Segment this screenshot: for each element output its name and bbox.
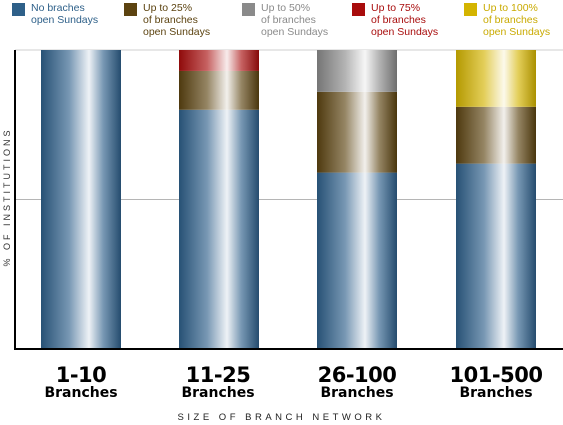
legend-swatch — [12, 3, 25, 16]
category-range: 11-25 — [185, 363, 251, 387]
legend-item-up-to-100: Up to 100% of branches open Sundays — [464, 2, 550, 38]
legend-label: No braches open Sundays — [31, 2, 99, 26]
legend-swatch — [352, 3, 365, 16]
bar-segment — [456, 106, 536, 164]
legend-swatch — [124, 3, 137, 16]
category-unit: Branches — [459, 385, 533, 401]
category-unit: Branches — [44, 385, 118, 401]
legend-label: Up to 75% of branches open Sundays — [371, 2, 439, 38]
category-range: 101-500 — [449, 363, 543, 387]
category-label-101-500: 101-500 Branches — [421, 364, 563, 401]
bar-segment — [41, 50, 121, 349]
bar-segment — [179, 70, 259, 110]
category-label-11-25: 11-25 Branches — [143, 364, 293, 401]
bar-segment — [179, 109, 259, 349]
category-unit: Branches — [181, 385, 255, 401]
category-unit: Branches — [320, 385, 394, 401]
legend-swatch — [242, 3, 255, 16]
legend-item-up-to-50: Up to 50% of branches open Sundays — [242, 2, 328, 38]
legend-label: Up to 50% of branches open Sundays — [261, 2, 329, 38]
bar-segment — [317, 50, 397, 92]
bar-segment — [317, 172, 397, 349]
legend-item-no-sundays: No braches open Sundays — [12, 2, 98, 26]
category-label-1-10: 1-10 Branches — [6, 364, 156, 401]
category-range: 26-100 — [317, 363, 397, 387]
bar-segment — [179, 50, 259, 71]
bar-segment — [317, 91, 397, 173]
legend: No braches open Sundays Up to 25% of bra… — [0, 0, 563, 42]
y-axis-label: % OF INSTITUTIONS — [2, 127, 12, 267]
bar-segment — [456, 50, 536, 107]
category-range: 1-10 — [55, 363, 107, 387]
legend-swatch — [464, 3, 477, 16]
x-axis-label: SIZE OF BRANCH NETWORK — [177, 412, 386, 423]
legend-label: Up to 25% of branches open Sundays — [143, 2, 211, 38]
legend-item-up-to-25: Up to 25% of branches open Sundays — [124, 2, 210, 38]
legend-label: Up to 100% of branches open Sundays — [483, 2, 551, 38]
category-label-26-100: 26-100 Branches — [282, 364, 432, 401]
legend-item-up-to-75: Up to 75% of branches open Sundays — [352, 2, 438, 38]
bar-segment — [456, 163, 536, 349]
